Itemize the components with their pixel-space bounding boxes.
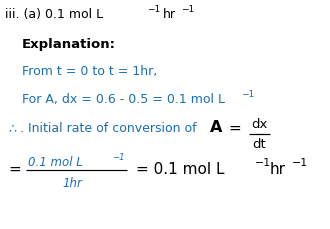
Text: dx: dx (251, 118, 267, 131)
Text: =: = (228, 121, 241, 136)
Text: ∴: ∴ (8, 122, 16, 135)
Text: −1: −1 (147, 5, 160, 14)
Text: −1: −1 (255, 158, 271, 168)
Text: =: = (8, 162, 21, 177)
Text: −1: −1 (292, 158, 308, 168)
Text: For A, dx = 0.6 - 0.5 = 0.1 mol L: For A, dx = 0.6 - 0.5 = 0.1 mol L (22, 93, 225, 106)
Text: hr: hr (270, 162, 286, 177)
Text: hr: hr (163, 8, 176, 21)
Text: iii. (a) 0.1 mol L: iii. (a) 0.1 mol L (5, 8, 103, 21)
Text: A: A (210, 120, 222, 135)
Text: −1: −1 (112, 153, 124, 162)
Text: = 0.1 mol L: = 0.1 mol L (136, 162, 224, 177)
Text: −1: −1 (241, 90, 254, 99)
Text: dt: dt (252, 138, 266, 151)
Text: . Initial rate of conversion of: . Initial rate of conversion of (20, 122, 201, 135)
Text: Explanation:: Explanation: (22, 38, 116, 51)
Text: −1: −1 (181, 5, 194, 14)
Text: 0.1 mol L: 0.1 mol L (28, 156, 83, 169)
Text: From t = 0 to t = 1hr,: From t = 0 to t = 1hr, (22, 65, 157, 78)
Text: 1hr: 1hr (62, 177, 82, 190)
